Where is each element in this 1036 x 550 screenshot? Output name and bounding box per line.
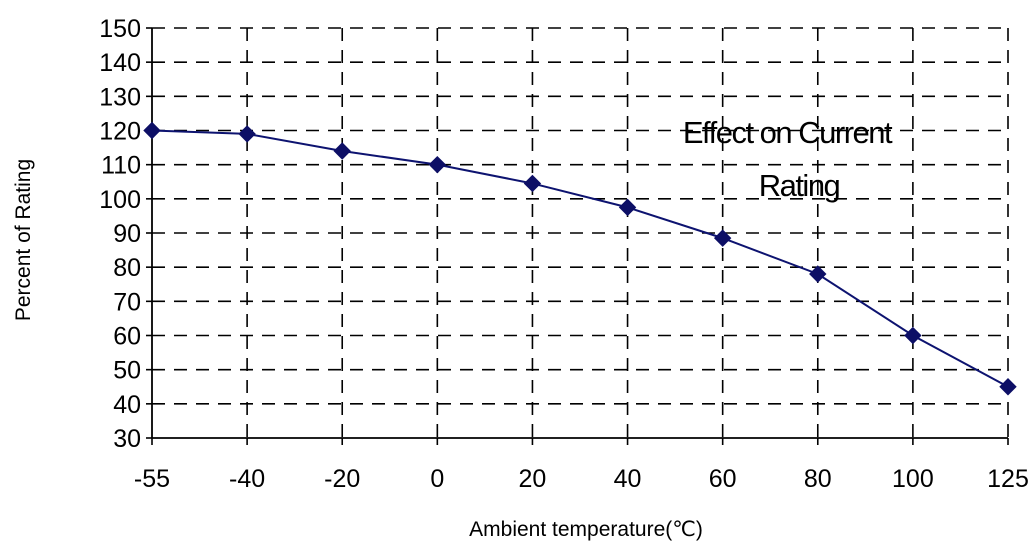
x-tick-label: 0 <box>430 465 444 493</box>
y-tick-label: 130 <box>99 83 141 111</box>
x-tick-label: 80 <box>804 465 832 493</box>
data-markers <box>143 121 1017 396</box>
x-tick-label: 20 <box>519 465 547 493</box>
data-point-marker <box>428 155 447 174</box>
y-tick-label: 80 <box>113 254 141 282</box>
annotation-line-2: Rating <box>759 168 840 203</box>
x-tick-label: 60 <box>709 465 737 493</box>
annotation-line-1: Effect on Current <box>683 115 893 150</box>
data-point-marker <box>143 121 161 140</box>
x-axis-title: Ambient temperature(℃) <box>469 518 703 541</box>
x-tick-label: 100 <box>892 465 934 493</box>
y-tick-label: 40 <box>113 391 141 419</box>
data-point-marker <box>238 125 256 143</box>
x-tick-label: -40 <box>229 465 265 493</box>
y-tick-label: 90 <box>113 220 141 248</box>
y-tick-label: 60 <box>113 323 141 351</box>
data-point-marker <box>809 265 827 283</box>
grid-lines <box>152 27 1009 438</box>
y-tick-label: 30 <box>113 425 141 453</box>
y-tick-label: 140 <box>99 49 141 77</box>
data-point-marker <box>713 229 732 247</box>
y-tick-label: 100 <box>99 186 141 214</box>
y-tick-label: 120 <box>99 118 141 146</box>
axes <box>146 27 1009 445</box>
y-tick-label: 150 <box>99 15 141 43</box>
data-point-marker <box>904 326 922 345</box>
x-tick-label: -20 <box>324 465 360 493</box>
data-point-marker <box>999 378 1017 396</box>
series-line <box>151 129 1009 388</box>
y-tick-label: 50 <box>113 357 141 385</box>
data-point-marker <box>523 174 542 193</box>
series-polyline <box>151 129 1009 388</box>
tick-labels: 30 40 50 60 70 80 90 100 110 120 130 140 150 -55 -40 -2… <box>99 15 1029 493</box>
y-axis-title: Percent of Rating <box>12 159 35 321</box>
y-tick-label: 110 <box>101 152 141 180</box>
data-point-marker <box>333 142 351 160</box>
x-tick-label: 40 <box>614 465 642 493</box>
x-tick-label: 125 <box>987 465 1029 493</box>
x-tick-label: -55 <box>134 465 170 493</box>
data-point-marker <box>618 198 637 217</box>
y-tick-label: 70 <box>113 288 141 316</box>
